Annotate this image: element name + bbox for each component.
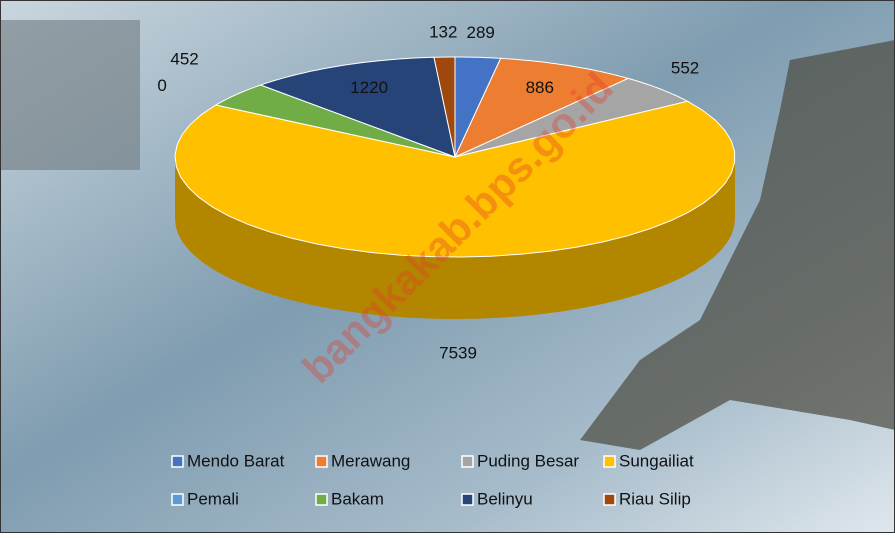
data-label: 452 xyxy=(170,50,198,69)
slice xyxy=(214,84,456,158)
data-label: 132 xyxy=(429,23,457,42)
legend-label: Sungailiat xyxy=(619,451,694,470)
legend-swatch xyxy=(461,493,474,506)
slice xyxy=(454,77,690,158)
legend-swatch xyxy=(461,455,474,468)
slice xyxy=(259,56,456,158)
legend-label: Belinyu xyxy=(477,489,533,508)
legend-swatch xyxy=(603,455,616,468)
data-label: 289 xyxy=(467,23,495,42)
pipe xyxy=(0,20,140,170)
tap xyxy=(580,40,895,450)
legend-label: Puding Besar xyxy=(477,451,579,470)
legend-label: Mendo Barat xyxy=(187,451,285,470)
data-label: 552 xyxy=(671,58,699,77)
legend-swatch xyxy=(315,455,328,468)
legend-label: Merawang xyxy=(331,451,410,470)
slice xyxy=(433,56,456,158)
slice-side xyxy=(175,157,735,319)
slice xyxy=(174,100,736,258)
legend-label: Riau Silip xyxy=(619,489,691,508)
data-label: 7539 xyxy=(439,343,477,362)
slice xyxy=(453,57,630,159)
legend-label: Pemali xyxy=(187,489,239,508)
legend-swatch xyxy=(603,493,616,506)
legend: Mendo Barat Merawang Puding Besar Sungailia… xyxy=(171,451,694,508)
legend-swatch xyxy=(171,493,184,506)
legend-label: Bakam xyxy=(331,489,384,508)
data-label: 886 xyxy=(526,78,554,97)
legend-swatch xyxy=(171,455,184,468)
data-label: 1220 xyxy=(350,78,388,97)
data-label: 0 xyxy=(157,76,166,95)
legend-swatch xyxy=(315,493,328,506)
